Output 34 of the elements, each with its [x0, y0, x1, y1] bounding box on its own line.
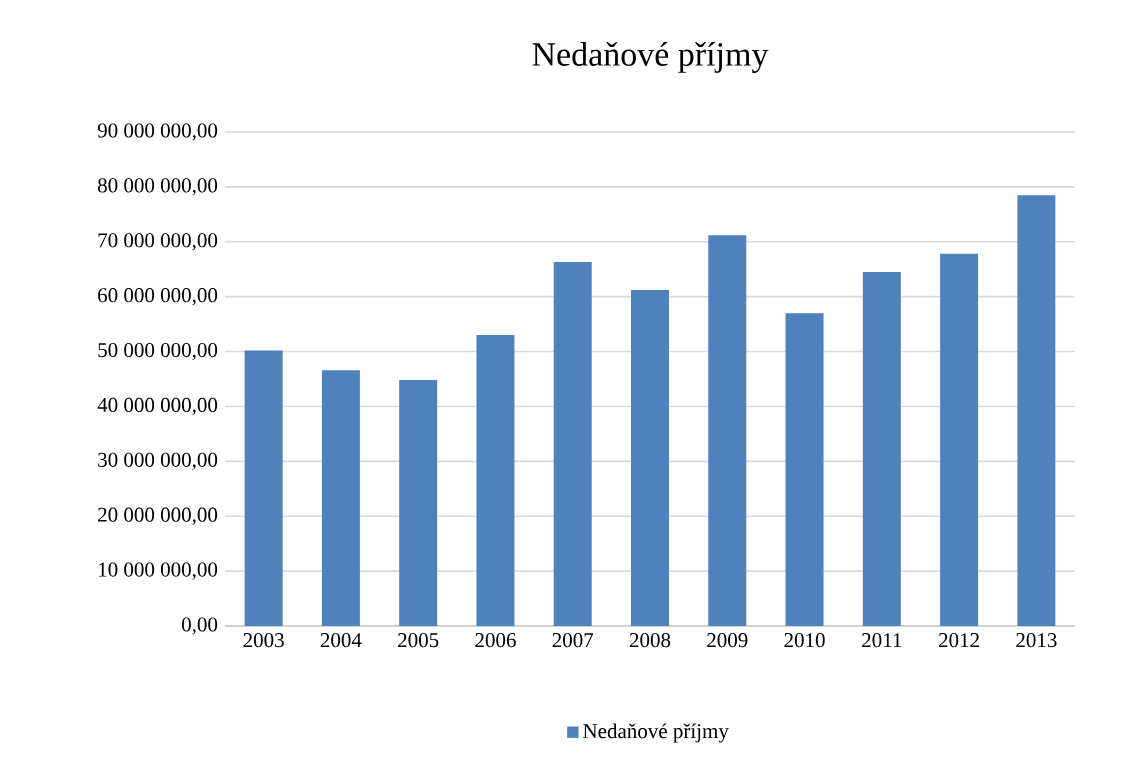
bar — [476, 335, 515, 626]
x-tick-label: 2005 — [398, 633, 439, 648]
x-tick-label: 2003 — [243, 633, 284, 648]
y-tick-label: 80 000 000,00 — [97, 178, 218, 196]
y-tick-label: 60 000 000,00 — [98, 288, 218, 306]
x-tick-label: 2009 — [707, 633, 748, 648]
x-tick-label: 2011 — [862, 633, 902, 648]
x-tick-label: 2007 — [552, 633, 594, 648]
y-tick-label: 20 000 000,00 — [98, 507, 218, 525]
bar — [862, 271, 901, 626]
y-tick-label: 70 000 000,00 — [98, 233, 218, 251]
bar — [244, 350, 283, 626]
legend-label: Nedaňové příjmy — [583, 723, 729, 743]
y-tick-label: 50 000 000,00 — [98, 342, 218, 361]
y-tick-label: 40 000 000,00 — [97, 397, 218, 416]
bar — [553, 262, 592, 626]
bar — [321, 370, 360, 626]
x-tick-label: 2006 — [475, 633, 516, 648]
y-tick-label: 10 000 000,00 — [99, 562, 218, 580]
bar — [631, 290, 669, 626]
y-tick-label: 90 000 000,00 — [97, 123, 218, 141]
x-tick-label: 2004 — [320, 633, 362, 648]
y-tick-label: 0,00 — [181, 617, 218, 635]
x-tick-label: 2012 — [939, 633, 979, 648]
bar — [708, 235, 747, 626]
x-tick-label: 2013 — [1016, 633, 1057, 648]
y-tick-label: 30 000 000,00 — [98, 452, 218, 470]
bar — [785, 313, 824, 626]
x-tick-label: 2010 — [784, 633, 825, 648]
bar — [399, 380, 438, 626]
bar — [1017, 195, 1056, 626]
bar — [940, 253, 979, 626]
x-tick-label: 2008 — [629, 633, 671, 648]
chart-title: Nedaňové příjmy — [532, 41, 769, 73]
